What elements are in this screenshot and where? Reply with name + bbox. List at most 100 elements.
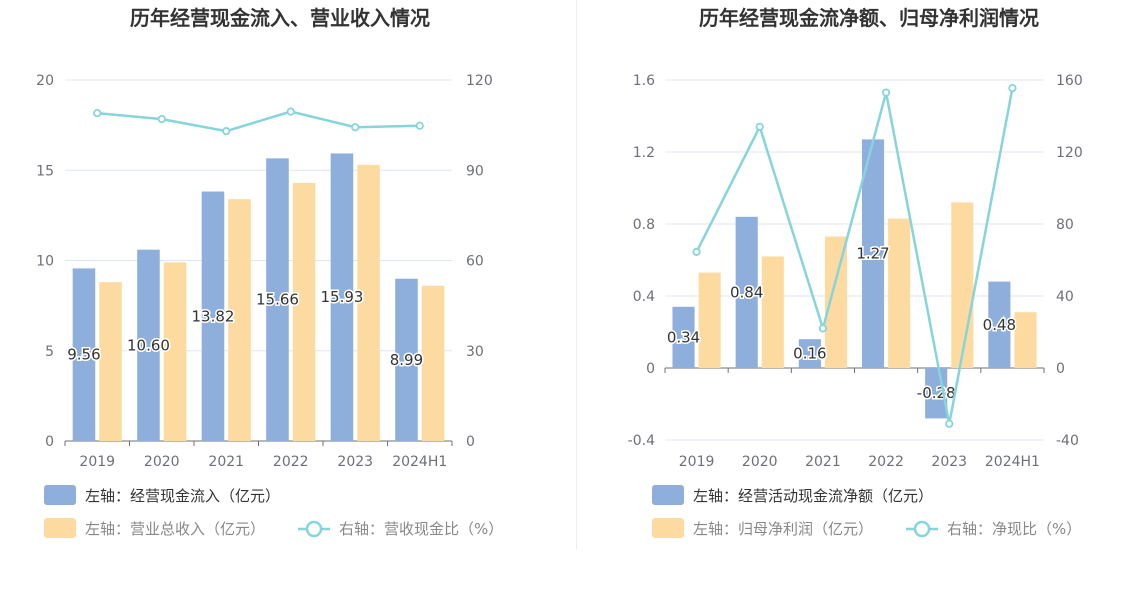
- bar-primary: [72, 268, 96, 441]
- line-point: [881, 88, 891, 97]
- line-point: [157, 115, 166, 124]
- legend-swatch: [652, 518, 684, 538]
- right-axis-tick-label: 30: [466, 344, 484, 360]
- bar-data-label: 8.99: [390, 351, 423, 369]
- x-axis-category-label: 2024H1: [392, 454, 447, 470]
- bar-primary: [861, 139, 885, 368]
- right-axis-tick-label: 80: [1056, 217, 1074, 233]
- line-point: [692, 247, 701, 256]
- legend-swatch: [652, 485, 684, 505]
- legend-line-marker: [913, 520, 931, 538]
- chart-1: 历年经营现金流入、营业收入情况 0 5 10 15 20 0 30 60 90 120 2019 202…: [36, 6, 503, 538]
- bar-secondary: [99, 282, 122, 441]
- bar-data-label: 9.56: [67, 346, 100, 364]
- line-series: [695, 87, 1014, 425]
- chart-divider: [576, 0, 577, 550]
- x-axis-category-label: 2021: [805, 454, 841, 470]
- bar-primary: [266, 158, 289, 441]
- left-axis-tick-label: 10: [36, 254, 54, 270]
- line-point: [286, 107, 295, 116]
- left-axis-tick-label: 1.6: [633, 73, 655, 89]
- right-axis-tick-label: 90: [466, 163, 484, 179]
- bar-data-label: -0.28: [917, 384, 956, 402]
- right-axis-tick-label: 0: [466, 434, 475, 450]
- x-axis-category-label: 2023: [337, 454, 373, 470]
- bar-primary: [201, 191, 225, 441]
- x-axis-category-label: 2020: [742, 454, 778, 470]
- legend-label: 右轴：营收现金比（%）: [339, 520, 503, 538]
- bar-primary: [395, 278, 418, 441]
- x-axis-category-label: 2023: [931, 454, 967, 470]
- left-axis-tick-label: 20: [36, 73, 54, 89]
- legend-line-marker: [305, 520, 323, 538]
- bar-primary: [137, 249, 160, 441]
- x-axis-category-label: 2022: [273, 454, 309, 470]
- left-axis-tick-label: -0.4: [628, 433, 655, 449]
- right-axis-tick-label: 120: [1056, 145, 1083, 161]
- left-axis-tick-label: 0: [646, 361, 655, 377]
- legend-swatch: [44, 485, 76, 505]
- bar-data-label: 1.27: [856, 245, 889, 263]
- right-axis-tick-label: 0: [1056, 361, 1065, 377]
- chart-title: 历年经营现金流净额、归母净利润情况: [699, 6, 1039, 30]
- line-point: [1008, 84, 1017, 93]
- line-point: [945, 419, 954, 428]
- legend-swatch: [44, 518, 76, 538]
- bar-primary: [672, 306, 695, 368]
- left-axis-tick-label: 0.4: [633, 289, 655, 305]
- chart-title: 历年经营现金流入、营业收入情况: [130, 6, 430, 30]
- line-point: [351, 123, 360, 132]
- x-axis-category-label: 2019: [679, 454, 715, 470]
- bar-primary: [330, 153, 354, 441]
- bar-data-label: 0.84: [730, 283, 763, 301]
- bar-data-label: 10.60: [127, 336, 170, 354]
- line-point: [415, 121, 424, 130]
- bar-primary: [735, 216, 758, 368]
- bar-secondary: [292, 182, 316, 441]
- legend-label: 左轴：经营活动现金流净额（亿元）: [693, 487, 933, 505]
- line-point: [818, 324, 828, 333]
- bar-primary: [988, 281, 1011, 368]
- bar-secondary: [824, 236, 848, 368]
- left-axis-tick-label: 0: [45, 434, 54, 450]
- legend-label: 左轴：经营现金流入（亿元）: [85, 487, 280, 505]
- line-point: [755, 122, 764, 131]
- right-axis-tick-label: 120: [466, 73, 493, 89]
- legend-label: 左轴：归母净利润（亿元）: [693, 520, 873, 538]
- chart-2: 历年经营现金流净额、归母净利润情况 -0.4 0 0.4 0.8 1.2 1.6 -40 0 40…: [628, 6, 1083, 538]
- bar-secondary: [1014, 312, 1037, 368]
- right-axis-tick-label: -40: [1056, 433, 1079, 449]
- bar-data-label: 0.16: [793, 345, 826, 363]
- line-series: [97, 110, 420, 133]
- line-point: [222, 127, 231, 136]
- bar-data-label: 0.48: [983, 316, 1016, 334]
- left-axis-tick-label: 1.2: [633, 145, 655, 161]
- x-axis-category-label: 2019: [79, 454, 115, 470]
- x-axis-category-label: 2021: [208, 454, 244, 470]
- left-axis-tick-label: 15: [36, 163, 54, 179]
- right-axis-tick-label: 40: [1056, 289, 1074, 305]
- legend-label: 左轴：营业总收入（亿元）: [85, 520, 265, 538]
- bar-secondary: [357, 164, 380, 441]
- x-axis-category-label: 2022: [868, 454, 904, 470]
- line-point: [93, 108, 102, 118]
- bar-data-label: 13.82: [191, 307, 234, 325]
- right-axis-tick-label: 60: [466, 254, 484, 270]
- bar-secondary: [163, 262, 187, 441]
- bar-data-label: 15.93: [320, 288, 363, 306]
- bar-secondary: [951, 202, 974, 368]
- left-axis-tick-label: 5: [45, 344, 54, 360]
- x-axis-category-label: 2024H1: [985, 454, 1040, 470]
- bar-secondary: [228, 199, 251, 441]
- bar-data-label: 15.66: [256, 291, 299, 309]
- bar-secondary: [761, 256, 784, 368]
- legend-label: 右轴：净现比（%）: [947, 520, 1081, 538]
- x-axis-category-label: 2020: [144, 454, 180, 470]
- bar-secondary: [888, 218, 911, 368]
- bar-secondary: [698, 272, 721, 368]
- left-axis-tick-label: 0.8: [633, 217, 655, 233]
- bar-secondary: [421, 285, 445, 441]
- bar-primary: [798, 339, 821, 368]
